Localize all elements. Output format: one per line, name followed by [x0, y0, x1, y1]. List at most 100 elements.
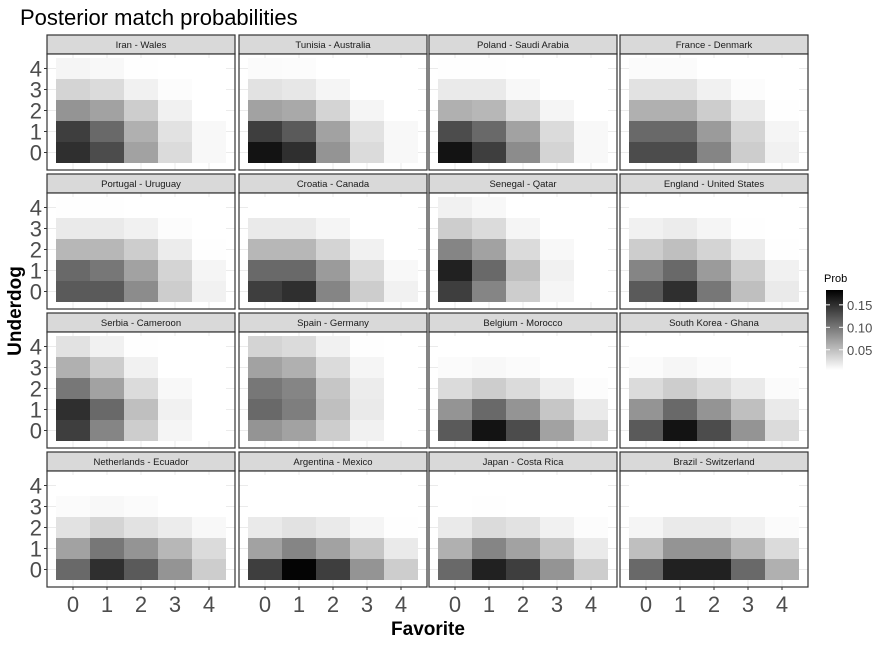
heatmap-tile — [574, 58, 608, 79]
heatmap-tile — [629, 559, 663, 580]
facet-panel: France - Denmark — [619, 34, 809, 171]
heatmap-tile — [350, 239, 384, 260]
heatmap-tile — [350, 538, 384, 559]
y-tick-label: 4 — [30, 196, 42, 221]
heatmap-tile — [90, 197, 124, 218]
heatmap-tile — [697, 239, 731, 260]
heatmap-tile — [472, 121, 506, 142]
heatmap-tile — [765, 475, 799, 496]
heatmap-tile — [540, 121, 574, 142]
heatmap-tile — [192, 399, 226, 420]
heatmap-tile — [697, 142, 731, 163]
heatmap-tile — [663, 475, 697, 496]
heatmap-tile — [438, 100, 472, 121]
heatmap-tile — [158, 420, 192, 441]
heatmap-tile — [506, 538, 540, 559]
heatmap-tile — [629, 538, 663, 559]
heatmap-tile — [124, 142, 158, 163]
heatmap-tile — [697, 260, 731, 281]
heatmap-tile — [192, 260, 226, 281]
heatmap-tile — [540, 420, 574, 441]
heatmap-tile — [472, 378, 506, 399]
heatmap-tile — [248, 58, 282, 79]
heatmap-tile — [56, 559, 90, 580]
heatmap-tile — [506, 378, 540, 399]
heatmap-tile — [540, 357, 574, 378]
heatmap-tile — [574, 281, 608, 302]
heatmap-tile — [384, 538, 418, 559]
heatmap-tile — [384, 420, 418, 441]
x-tick-label: 2 — [327, 592, 339, 617]
heatmap-tile — [248, 197, 282, 218]
heatmap-tile — [731, 197, 765, 218]
heatmap-tile — [192, 420, 226, 441]
heatmap-tile — [350, 197, 384, 218]
heatmap-tile — [282, 496, 316, 517]
heatmap-tile — [765, 538, 799, 559]
heatmap-tile — [158, 197, 192, 218]
heatmap-tile — [472, 58, 506, 79]
heatmap-tile — [697, 420, 731, 441]
heatmap-tile — [438, 538, 472, 559]
heatmap-tile — [506, 100, 540, 121]
y-tick-label: 1 — [30, 120, 42, 145]
heatmap-tile — [158, 239, 192, 260]
heatmap-tile — [697, 281, 731, 302]
heatmap-tile — [697, 378, 731, 399]
heatmap-tile — [350, 58, 384, 79]
heatmap-tile — [350, 121, 384, 142]
heatmap-tile — [697, 218, 731, 239]
chart-title: Posterior match probabilities — [20, 5, 298, 30]
heatmap-tile — [90, 357, 124, 378]
x-tick-label: 1 — [483, 592, 495, 617]
heatmap-tile — [192, 58, 226, 79]
heatmap-tile — [629, 142, 663, 163]
heatmap-tile — [56, 100, 90, 121]
heatmap-tile — [124, 336, 158, 357]
heatmap-tile — [192, 79, 226, 100]
heatmap-tile — [731, 336, 765, 357]
heatmap-tile — [574, 336, 608, 357]
heatmap-tile — [316, 357, 350, 378]
heatmap-tile — [282, 357, 316, 378]
heatmap-tile — [90, 538, 124, 559]
heatmap-tile — [248, 357, 282, 378]
heatmap-tile — [765, 496, 799, 517]
heatmap-tile — [765, 142, 799, 163]
heatmap-tile — [282, 475, 316, 496]
heatmap-tile — [90, 517, 124, 538]
panel-border — [428, 192, 618, 310]
heatmap-tile — [506, 399, 540, 420]
heatmap-tile — [697, 496, 731, 517]
heatmap-tile — [438, 121, 472, 142]
x-tick-label: 3 — [551, 592, 563, 617]
heatmap-tile — [158, 378, 192, 399]
x-tick-label: 4 — [776, 592, 788, 617]
y-tick-label: 3 — [30, 495, 42, 520]
heatmap-tile — [663, 197, 697, 218]
heatmap-tile — [663, 239, 697, 260]
heatmap-tile — [124, 420, 158, 441]
heatmap-tile — [90, 399, 124, 420]
heatmap-tile — [438, 58, 472, 79]
x-tick-label: 0 — [259, 592, 271, 617]
heatmap-tile — [90, 281, 124, 302]
heatmap-tile — [192, 142, 226, 163]
heatmap-tile — [438, 218, 472, 239]
y-tick-label: 2 — [30, 99, 42, 124]
heatmap-tile — [697, 399, 731, 420]
heatmap-tile — [731, 538, 765, 559]
heatmap-tile — [574, 239, 608, 260]
heatmap-tile — [663, 218, 697, 239]
heatmap-tile — [574, 100, 608, 121]
heatmap-tile — [765, 100, 799, 121]
heatmap-tile — [629, 100, 663, 121]
heatmap-tile — [248, 399, 282, 420]
heatmap-tile — [663, 399, 697, 420]
facet-strip-label: Croatia - Canada — [297, 179, 370, 190]
heatmap-tile — [438, 260, 472, 281]
heatmap-tile — [731, 378, 765, 399]
y-tick-label: 4 — [30, 474, 42, 499]
heatmap-tile — [663, 58, 697, 79]
heatmap-tile — [438, 378, 472, 399]
